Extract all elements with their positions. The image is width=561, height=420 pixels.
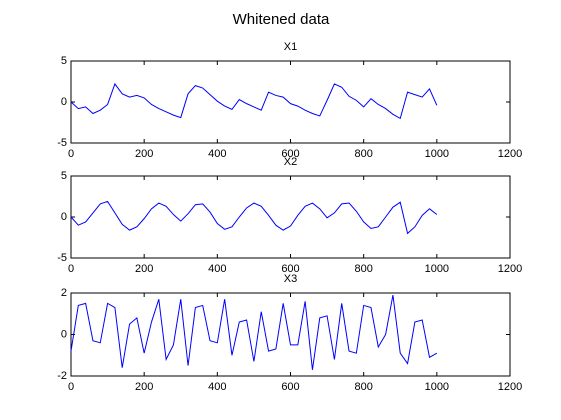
x-tick-label: 1200 <box>498 263 522 275</box>
x-tick-label: 600 <box>281 263 299 275</box>
x-tick-label: 200 <box>135 148 153 160</box>
data-line <box>70 294 438 370</box>
x-tick-label: 400 <box>208 263 226 275</box>
x-tick-label: 1200 <box>498 381 522 393</box>
axes-title: X1 <box>284 41 297 53</box>
figure-title: Whitened data <box>233 11 330 28</box>
x-tick-label: 800 <box>354 263 372 275</box>
axes-title: X3 <box>284 273 297 285</box>
x-tick-label: 600 <box>281 381 299 393</box>
x-tick-label: 0 <box>68 148 74 160</box>
y-tick-label: 5 <box>61 170 67 182</box>
y-tick-label: -2 <box>57 370 67 382</box>
x-tick-label: 800 <box>354 148 372 160</box>
axes-box <box>70 60 511 144</box>
x-tick-label: 400 <box>208 148 226 160</box>
x-tick-label: 0 <box>68 381 74 393</box>
data-line <box>70 200 438 235</box>
y-tick-label: -5 <box>57 137 67 149</box>
y-tick-label: 0 <box>61 96 67 108</box>
x-tick-label: 1000 <box>425 263 449 275</box>
y-tick-label: -5 <box>57 252 67 264</box>
y-tick-label: 2 <box>61 287 67 299</box>
x-tick-label: 1000 <box>425 381 449 393</box>
x-tick-label: 0 <box>68 263 74 275</box>
x-tick-label: 800 <box>354 381 372 393</box>
y-tick-label: 0 <box>61 328 67 340</box>
x-tick-label: 1000 <box>425 148 449 160</box>
y-tick-label: 0 <box>61 211 67 223</box>
x-tick-label: 200 <box>135 381 153 393</box>
axes-box <box>70 175 511 259</box>
x-tick-label: 400 <box>208 381 226 393</box>
x-tick-label: 1200 <box>498 148 522 160</box>
x-tick-label: 200 <box>135 263 153 275</box>
data-line <box>70 82 438 120</box>
x-tick-label: 600 <box>281 148 299 160</box>
axes-title: X2 <box>284 156 297 168</box>
y-tick-label: 5 <box>61 55 67 67</box>
axes-box <box>70 292 511 377</box>
